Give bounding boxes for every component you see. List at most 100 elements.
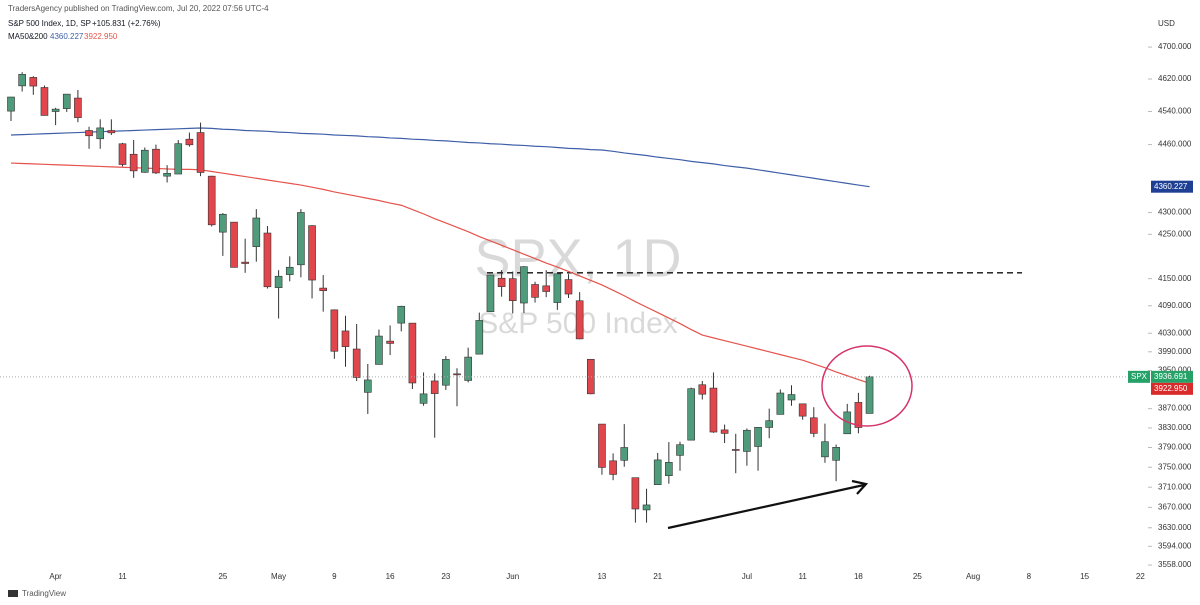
y-tick-label: 4700.000 — [1158, 42, 1192, 51]
last-price-tag: 3936.691 — [1154, 372, 1188, 381]
candle-body — [776, 392, 785, 415]
candle-body — [609, 460, 617, 475]
candle-body — [174, 143, 183, 175]
x-tick-label: Apr — [49, 572, 62, 581]
x-tick-label: 15 — [1080, 572, 1089, 581]
ma-tag-bg — [1151, 382, 1193, 395]
candle-body — [598, 423, 606, 468]
x-tick-label: 11 — [118, 572, 127, 581]
x-tick-label: May — [271, 572, 286, 581]
candle-body — [854, 402, 863, 428]
candle-body — [219, 213, 227, 233]
candle-body — [96, 127, 104, 140]
y-tick-label: 3710.000 — [1158, 482, 1192, 491]
x-tick-label: 9 — [332, 572, 337, 581]
x-tick-label: 13 — [597, 572, 606, 581]
currency: USD — [1158, 19, 1175, 28]
candle-body — [765, 420, 774, 428]
x-tick-label: 21 — [653, 572, 662, 581]
ma-value: 4360.227 — [50, 32, 84, 41]
candle-body — [18, 74, 26, 87]
candle-body — [252, 217, 261, 247]
candle-body — [241, 261, 249, 264]
change: +105.831 (+2.76%) — [92, 19, 161, 28]
candle-body — [163, 173, 171, 177]
y-tick-label: 4250.000 — [1158, 229, 1192, 238]
candle-body — [397, 305, 406, 324]
arrow-head — [851, 479, 869, 495]
candle-body — [798, 403, 807, 417]
candle-body — [330, 309, 339, 352]
x-tick-label: 16 — [386, 572, 395, 581]
candle-body — [207, 175, 216, 226]
y-tick-label: 3630.000 — [1158, 523, 1192, 532]
candle-body — [553, 273, 562, 303]
candle-body — [40, 87, 49, 116]
candle-body — [141, 149, 149, 173]
candle-body — [642, 504, 651, 511]
candle-body — [129, 153, 138, 172]
x-tick-label: Aug — [966, 572, 980, 581]
candle-body — [107, 130, 116, 134]
candle-body — [731, 449, 740, 451]
x-tick-label: 8 — [1027, 572, 1032, 581]
watermark: SPX, 1D — [474, 228, 681, 288]
candle-body — [51, 108, 60, 112]
candle-body — [408, 322, 417, 384]
candle-body — [821, 441, 829, 458]
y-tick-label: 4090.000 — [1158, 301, 1192, 310]
candle-body — [531, 284, 539, 298]
y-tick-label: 3990.000 — [1158, 347, 1192, 356]
last-price-tag-bg — [1151, 370, 1193, 383]
candle-body — [297, 212, 305, 266]
candle-body — [787, 394, 796, 401]
y-tick-label: 4150.000 — [1158, 274, 1192, 283]
x-tick-label: Jun — [506, 572, 519, 581]
candle-body — [720, 429, 729, 434]
y-tick-label: 3830.000 — [1158, 423, 1192, 432]
y-tick-label: 3558.000 — [1158, 560, 1192, 569]
candle-body — [274, 275, 283, 288]
plot: 4700.000 4620.000 4540.000 4460.000 4300.000… — [0, 42, 1193, 581]
y-tick-label: 4460.000 — [1158, 140, 1192, 149]
candle-body — [74, 97, 82, 118]
candle-body — [319, 287, 328, 291]
candle-body — [464, 356, 472, 381]
ma-tag: 3922.950 — [1154, 384, 1188, 393]
y-tick-label: 3750.000 — [1158, 462, 1192, 471]
candle-body — [520, 266, 528, 304]
candle-body — [62, 93, 71, 109]
candle-body — [185, 138, 194, 146]
candle-body — [676, 444, 684, 456]
x-tick-label: 11 — [798, 572, 807, 581]
candle-body — [754, 426, 762, 447]
y-tick-label: 3790.000 — [1158, 443, 1192, 452]
candle-body — [85, 130, 93, 137]
candle-body — [497, 277, 506, 287]
candle-body — [631, 477, 640, 510]
candle-body — [375, 335, 383, 365]
symbol-tag-bg — [1128, 370, 1150, 383]
candle-body — [508, 278, 517, 301]
candle-body — [832, 447, 840, 461]
symbol-tag: SPX — [1131, 372, 1148, 381]
candle-body — [665, 462, 673, 476]
y-tick-label: 4540.000 — [1158, 107, 1192, 116]
candle-body — [263, 232, 272, 288]
chart-title: S&P 500 Index, 1D, SP — [8, 19, 91, 28]
candle-body — [743, 429, 751, 452]
candle-body — [486, 274, 495, 312]
candle-body — [453, 373, 461, 376]
candle-body — [196, 132, 205, 173]
y-tick-label: 3670.000 — [1158, 502, 1192, 511]
x-tick-label: Jul — [742, 572, 752, 581]
candle-body — [687, 388, 695, 441]
x-tick-label: 23 — [441, 572, 450, 581]
x-tick-label: 18 — [854, 572, 863, 581]
candle-body — [865, 376, 874, 414]
x-tick-label: 25 — [913, 572, 922, 581]
candle-body — [475, 320, 484, 355]
y-tick-label: 3594.000 — [1158, 541, 1192, 550]
y-tick-label: 3870.000 — [1158, 404, 1192, 413]
